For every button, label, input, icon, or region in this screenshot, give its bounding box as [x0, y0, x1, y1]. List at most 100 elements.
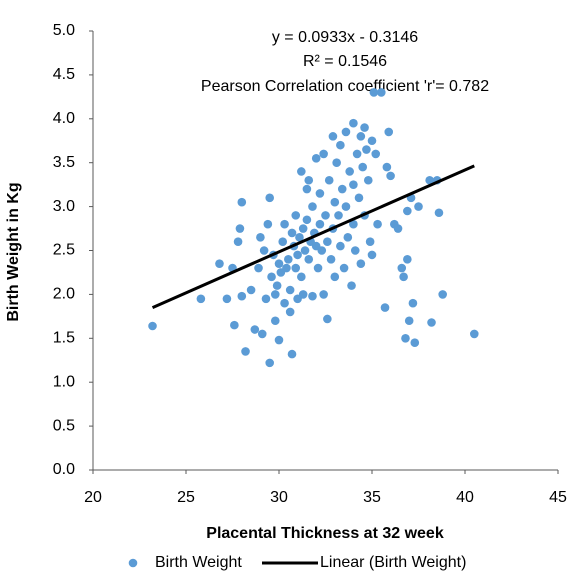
point — [401, 334, 410, 343]
point — [341, 127, 351, 137]
point — [336, 241, 345, 251]
point — [297, 167, 306, 176]
point — [297, 272, 306, 282]
point — [358, 162, 368, 172]
point — [373, 219, 382, 229]
point — [414, 202, 423, 211]
point — [256, 233, 265, 242]
point — [367, 250, 377, 260]
point — [295, 233, 304, 242]
point — [408, 298, 418, 308]
point — [315, 219, 325, 229]
point — [470, 329, 479, 339]
point — [362, 145, 371, 154]
point — [367, 136, 377, 146]
point — [384, 127, 394, 137]
y-tick-label: 0.0 — [53, 461, 75, 478]
point — [336, 140, 345, 150]
point — [291, 263, 301, 273]
point — [404, 316, 414, 326]
point — [323, 237, 332, 247]
point — [332, 158, 341, 167]
point — [319, 149, 328, 159]
point — [285, 307, 295, 317]
point — [313, 263, 323, 273]
point — [434, 208, 444, 218]
x-tick-label: 20 — [84, 489, 102, 506]
y-tick-label: 2.5 — [53, 242, 75, 259]
point — [397, 263, 407, 273]
point — [399, 272, 408, 282]
point — [233, 237, 243, 247]
x-tick-label: 35 — [363, 489, 381, 506]
point — [356, 132, 366, 141]
point — [254, 263, 263, 273]
point — [280, 219, 289, 229]
point — [403, 206, 412, 216]
point — [302, 215, 312, 225]
legend-label: Linear (Birth Weight) — [320, 554, 466, 571]
point — [337, 184, 347, 194]
point — [369, 88, 379, 97]
point — [304, 254, 314, 264]
point — [365, 237, 375, 247]
point — [267, 272, 276, 282]
point — [222, 294, 232, 304]
point — [274, 335, 284, 345]
point — [330, 272, 340, 282]
y-tick-label: 5.0 — [53, 22, 75, 39]
annotation: Pearson Correlation coefficient 'r'= 0.7… — [201, 78, 489, 95]
point — [350, 246, 360, 255]
point — [319, 290, 328, 299]
x-tick-label: 40 — [456, 489, 474, 506]
y-tick-label: 1.0 — [53, 373, 75, 390]
point — [148, 321, 157, 331]
point — [349, 219, 358, 229]
point — [302, 184, 312, 194]
point — [382, 162, 392, 172]
point — [230, 320, 239, 330]
point — [393, 224, 403, 233]
point — [326, 254, 336, 264]
point — [427, 318, 436, 327]
point — [380, 303, 390, 312]
point — [354, 193, 364, 203]
point — [341, 202, 351, 211]
point — [323, 314, 332, 324]
point — [235, 224, 245, 233]
trendline — [151, 164, 475, 309]
point — [410, 338, 420, 347]
point — [237, 197, 247, 207]
point — [196, 294, 206, 304]
point — [265, 358, 275, 368]
point — [315, 189, 325, 198]
point — [304, 175, 314, 185]
point — [250, 325, 260, 334]
point — [280, 298, 289, 308]
point — [287, 349, 297, 359]
point — [343, 233, 353, 242]
point — [438, 290, 447, 299]
point — [284, 254, 293, 264]
point — [371, 149, 381, 159]
point — [263, 219, 273, 229]
point — [403, 254, 412, 264]
x-tick-label: 30 — [270, 489, 288, 506]
point — [317, 246, 327, 255]
y-tick-label: 3.0 — [53, 198, 75, 215]
point — [215, 259, 224, 268]
point — [272, 281, 282, 290]
point — [308, 202, 317, 211]
point — [345, 167, 354, 176]
point — [246, 285, 256, 295]
point — [363, 175, 373, 185]
x-tick-label: 25 — [177, 489, 195, 506]
y-tick-label: 2.0 — [53, 286, 75, 303]
point — [347, 281, 356, 290]
y-tick-label: 4.5 — [53, 66, 75, 83]
point — [265, 193, 275, 203]
point — [330, 197, 340, 207]
point — [287, 228, 297, 238]
point — [259, 246, 269, 255]
